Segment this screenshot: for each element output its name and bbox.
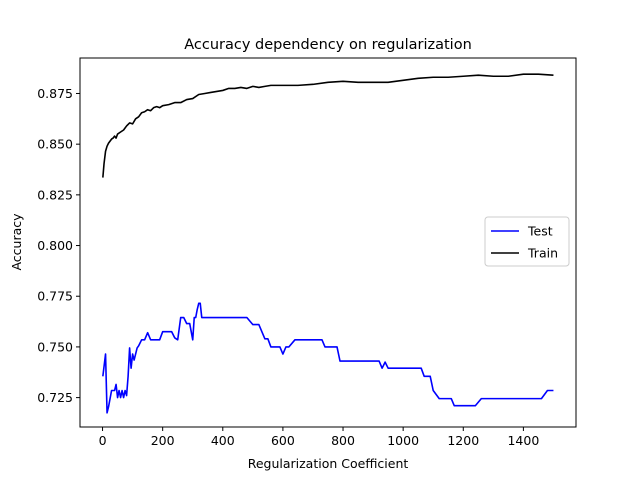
y-tick-label: 0.875 bbox=[37, 86, 73, 101]
x-tick-label: 1400 bbox=[507, 433, 539, 448]
chart-title: Accuracy dependency on regularization bbox=[184, 37, 472, 53]
y-tick-label: 0.850 bbox=[37, 137, 73, 152]
x-axis: 0 200 400 600 800 1000 1200 1400 bbox=[99, 427, 539, 448]
y-axis-title: Accuracy bbox=[9, 213, 24, 271]
x-axis-title: Regularization Coefficient bbox=[248, 456, 409, 471]
y-tick-label: 0.750 bbox=[37, 339, 73, 354]
y-tick-label: 0.725 bbox=[37, 390, 73, 405]
legend-label-train: Train bbox=[527, 246, 558, 261]
x-tick-label: 600 bbox=[271, 433, 295, 448]
x-tick-label: 1200 bbox=[447, 433, 479, 448]
x-tick-label: 400 bbox=[211, 433, 235, 448]
x-tick-label: 0 bbox=[99, 433, 107, 448]
y-tick-label: 0.800 bbox=[37, 238, 73, 253]
series-line-test bbox=[102, 302, 554, 414]
y-tick-label: 0.775 bbox=[37, 289, 73, 304]
plot-frame bbox=[79, 57, 577, 428]
series-layer bbox=[102, 73, 554, 414]
x-tick-label: 800 bbox=[331, 433, 355, 448]
x-tick-label: 200 bbox=[151, 433, 175, 448]
legend-label-test: Test bbox=[527, 224, 553, 239]
y-tick-label: 0.825 bbox=[37, 187, 73, 202]
y-axis: 0.725 0.750 0.775 0.800 0.825 0.850 0.875 bbox=[37, 86, 80, 405]
legend: Test Train bbox=[484, 216, 570, 267]
series-line-train bbox=[102, 73, 554, 178]
x-tick-label: 1000 bbox=[387, 433, 419, 448]
